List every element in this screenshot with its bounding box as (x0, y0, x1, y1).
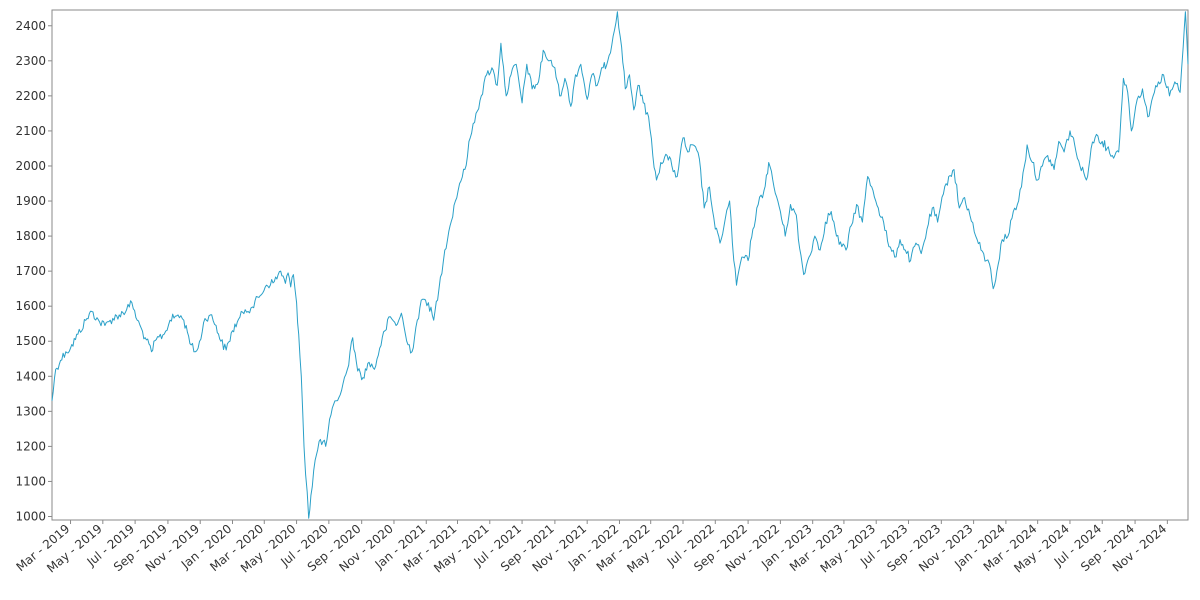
y-tick-label: 2300 (15, 54, 46, 68)
plot-area (51, 9, 1189, 521)
y-tick-label: 2200 (15, 89, 46, 103)
y-tick-label: 1900 (15, 194, 46, 208)
y-tick-label: 2400 (15, 19, 46, 33)
y-tick-label: 1100 (15, 474, 46, 488)
series-line (51, 11, 1189, 519)
y-tick-label: 2000 (15, 159, 46, 173)
y-tick-label: 1300 (15, 404, 46, 418)
y-tick-label: 1000 (15, 509, 46, 523)
y-tick-label: 1600 (15, 299, 46, 313)
y-tick-label: 1700 (15, 264, 46, 278)
y-tick-label: 1800 (15, 229, 46, 243)
y-axis: 1000 1100 1200 1300 1400 1500 1600 1700 1800 1900… (15, 19, 52, 523)
y-tick-label: 2100 (15, 124, 46, 138)
plot-border (51, 9, 1189, 521)
y-tick-label: 1400 (15, 369, 46, 383)
y-tick-label: 1500 (15, 334, 46, 348)
y-tick-label: 1200 (15, 439, 46, 453)
